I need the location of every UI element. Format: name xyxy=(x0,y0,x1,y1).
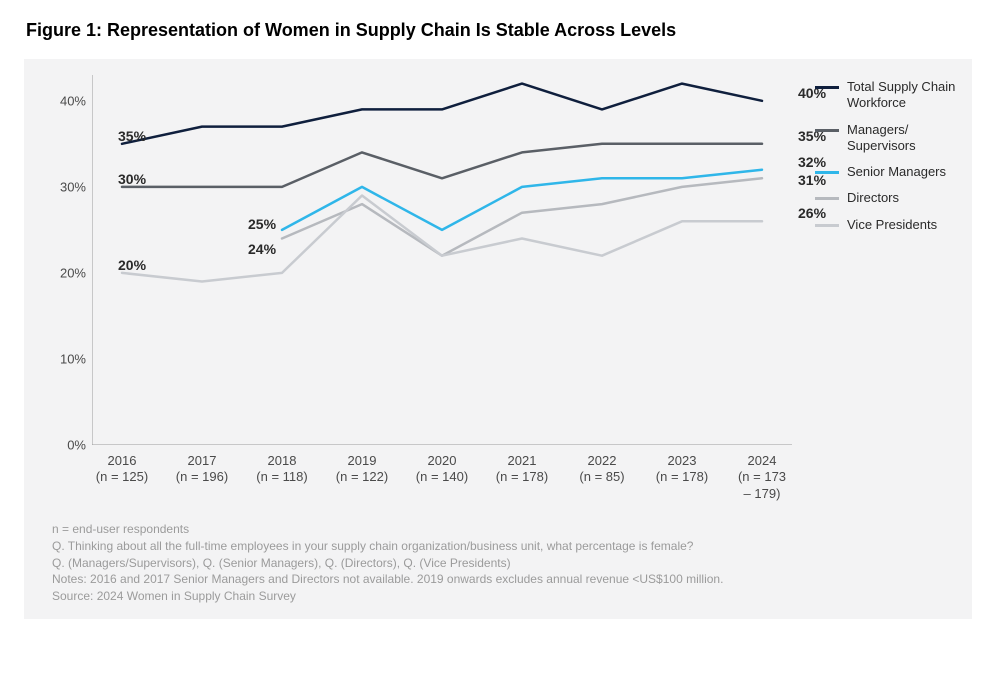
legend-item: Vice Presidents xyxy=(815,217,960,233)
y-tick: 40% xyxy=(60,93,92,108)
data-label: 30% xyxy=(118,171,146,187)
x-tick: 2022(n = 85) xyxy=(579,445,624,486)
data-label: 35% xyxy=(118,128,146,144)
data-label: 20% xyxy=(118,257,146,273)
x-tick: 2016(n = 125) xyxy=(96,445,148,486)
footnote-line: Q. Thinking about all the full-time empl… xyxy=(52,538,952,555)
legend: Total Supply Chain Workforce Managers/ Su… xyxy=(815,79,960,243)
legend-swatch xyxy=(815,86,839,89)
footnote-line: Source: 2024 Women in Supply Chain Surve… xyxy=(52,588,952,605)
legend-label: Senior Managers xyxy=(847,164,946,180)
series-total xyxy=(122,84,762,144)
y-tick: 0% xyxy=(67,438,92,453)
x-tick: 2019(n = 122) xyxy=(336,445,388,486)
data-label: 25% xyxy=(248,216,276,232)
plot-area: 0%10%20%30%40%2016(n = 125)2017(n = 196)… xyxy=(92,75,792,445)
legend-swatch xyxy=(815,129,839,132)
legend-swatch xyxy=(815,224,839,227)
x-tick: 2024(n = 173– 179) xyxy=(738,445,786,502)
legend-item: Managers/ Supervisors xyxy=(815,122,960,155)
data-label: 24% xyxy=(248,241,276,257)
y-tick: 30% xyxy=(60,179,92,194)
legend-item: Total Supply Chain Workforce xyxy=(815,79,960,112)
legend-label: Total Supply Chain Workforce xyxy=(847,79,960,112)
figure-title: Figure 1: Representation of Women in Sup… xyxy=(26,20,972,41)
legend-label: Vice Presidents xyxy=(847,217,937,233)
legend-swatch xyxy=(815,197,839,200)
x-tick: 2023(n = 178) xyxy=(656,445,708,486)
series-vp xyxy=(122,196,762,282)
y-tick: 20% xyxy=(60,265,92,280)
legend-label: Directors xyxy=(847,190,899,206)
x-tick: 2020(n = 140) xyxy=(416,445,468,486)
legend-item: Directors xyxy=(815,190,960,206)
series-managers xyxy=(122,144,762,187)
y-tick: 10% xyxy=(60,351,92,366)
legend-label: Managers/ Supervisors xyxy=(847,122,960,155)
footnotes: n = end-user respondentsQ. Thinking abou… xyxy=(52,521,952,605)
x-tick: 2021(n = 178) xyxy=(496,445,548,486)
legend-item: Senior Managers xyxy=(815,164,960,180)
x-tick: 2018(n = 118) xyxy=(256,445,307,486)
footnote-line: n = end-user respondents xyxy=(52,521,952,538)
chart-container: 0% 10% 20% 30% 40% 2016(n = 125) 2017(n = 196)… xyxy=(24,59,972,619)
footnote-line: Q. (Managers/Supervisors), Q. (Senior Ma… xyxy=(52,555,952,572)
legend-swatch xyxy=(815,171,839,174)
footnote-line: Notes: 2016 and 2017 Senior Managers and… xyxy=(52,571,952,588)
x-tick: 2017(n = 196) xyxy=(176,445,228,486)
